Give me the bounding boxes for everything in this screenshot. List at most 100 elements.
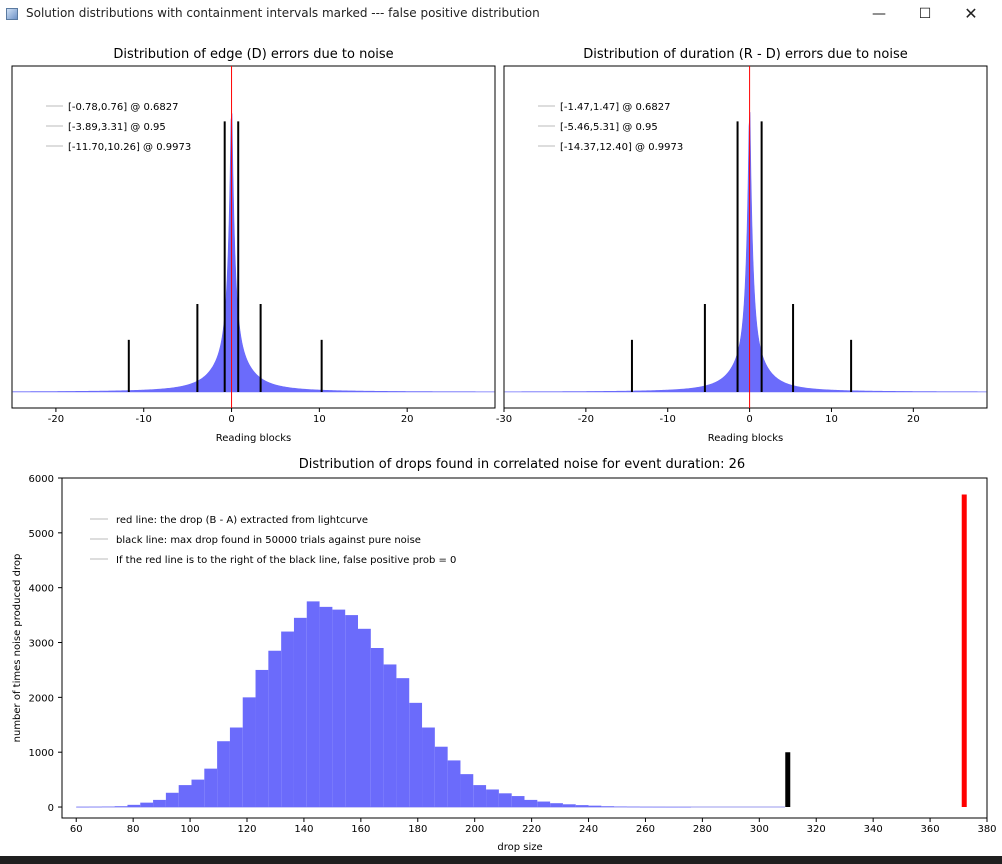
histogram-bar xyxy=(575,805,589,808)
legend-entry: [-5.46,5.31] @ 0.95 xyxy=(560,122,658,133)
legend-entry: [-11.70,10.26] @ 0.9973 xyxy=(68,142,191,153)
maximize-button[interactable]: ☐ xyxy=(918,6,932,22)
x-tick-label: 100 xyxy=(181,824,200,835)
plot-frame xyxy=(11,65,496,409)
legend-entry: [-14.37,12.40] @ 0.9973 xyxy=(560,142,683,153)
drop-histogram-chart: Distribution of drops found in correlate… xyxy=(12,457,997,853)
histogram-bar xyxy=(89,806,102,808)
x-tick-label: 80 xyxy=(127,824,140,835)
app-icon xyxy=(6,8,18,20)
histogram-bar xyxy=(191,779,205,808)
histogram-bar xyxy=(268,650,282,808)
x-axis-label: Reading blocks xyxy=(216,433,292,444)
minimize-button[interactable]: — xyxy=(872,6,886,22)
histogram-bar xyxy=(409,702,423,808)
x-tick-label: 260 xyxy=(636,824,655,835)
chart-title: Distribution of duration (R - D) errors … xyxy=(583,47,908,62)
histogram-bar xyxy=(652,806,666,808)
histogram-bar xyxy=(217,741,230,808)
histogram-bar xyxy=(678,806,691,808)
histogram-bar xyxy=(447,760,461,808)
y-tick-label: 6000 xyxy=(29,474,54,485)
histogram-bar xyxy=(178,785,192,808)
x-tick-label: -10 xyxy=(660,414,676,425)
x-axis-label: Reading blocks xyxy=(708,433,784,444)
x-tick-label: 360 xyxy=(921,824,940,835)
y-tick-label: 4000 xyxy=(29,584,54,595)
x-tick-label: 180 xyxy=(408,824,427,835)
legend-entry: [-3.89,3.31] @ 0.95 xyxy=(68,122,166,133)
x-tick-label: -20 xyxy=(578,414,594,425)
charts-canvas: Distribution of edge (D) errors due to n… xyxy=(11,47,997,853)
histogram-bar xyxy=(614,806,627,808)
histogram-bar xyxy=(383,664,397,808)
histogram-bar xyxy=(114,806,128,808)
histogram-bar xyxy=(358,628,371,808)
x-tick-label: -20 xyxy=(48,414,64,425)
legend-entry: red line: the drop (B - A) extracted fro… xyxy=(116,515,368,526)
histogram-bar xyxy=(524,799,538,808)
histogram-bar xyxy=(460,774,474,808)
distribution-area xyxy=(504,112,987,393)
x-tick-label: -30 xyxy=(496,414,512,425)
chart-title: Distribution of edge (D) errors due to n… xyxy=(113,47,393,62)
x-tick-label: 20 xyxy=(401,414,414,425)
x-tick-label: 320 xyxy=(807,824,826,835)
histogram-bar xyxy=(255,669,269,808)
y-tick-label: 1000 xyxy=(29,748,54,759)
distribution-area xyxy=(12,113,495,393)
histogram-bar xyxy=(76,806,90,808)
histogram-bar xyxy=(242,697,256,808)
histogram-bar xyxy=(639,806,653,808)
histogram-bar xyxy=(601,806,615,808)
histogram-bar xyxy=(550,803,563,808)
x-tick-label: 220 xyxy=(522,824,541,835)
x-tick-label: 10 xyxy=(313,414,326,425)
y-tick-label: 0 xyxy=(48,803,54,814)
x-axis-label: drop size xyxy=(497,842,542,853)
x-tick-label: 120 xyxy=(237,824,256,835)
histogram-bar xyxy=(486,789,499,808)
x-tick-label: 10 xyxy=(825,414,838,425)
x-tick-label: 340 xyxy=(864,824,883,835)
legend-entry: If the red line is to the right of the b… xyxy=(116,555,456,566)
x-tick-label: 200 xyxy=(465,824,484,835)
histogram-bar xyxy=(345,615,358,808)
window-titlebar: Solution distributions with containment … xyxy=(0,0,1002,30)
legend-entry: black line: max drop found in 50000 tria… xyxy=(116,535,421,546)
histogram-bar xyxy=(306,601,320,808)
histogram-bar xyxy=(165,792,179,808)
histogram-bar xyxy=(498,793,512,808)
histogram-bar xyxy=(434,746,448,808)
y-tick-label: 5000 xyxy=(29,529,54,540)
close-button[interactable]: ✕ xyxy=(964,4,978,23)
histogram-bar xyxy=(127,804,141,808)
x-tick-label: 280 xyxy=(693,824,712,835)
x-tick-label: -10 xyxy=(136,414,152,425)
histogram-bar xyxy=(473,785,487,808)
x-tick-label: 380 xyxy=(977,824,996,835)
histogram-bar xyxy=(396,678,410,808)
y-tick-label: 3000 xyxy=(29,639,54,650)
legend-entry: [-1.47,1.47] @ 0.6827 xyxy=(560,102,670,113)
y-axis-label: number of times noise produced drop xyxy=(12,554,23,743)
x-tick-label: 60 xyxy=(70,824,83,835)
x-tick-label: 20 xyxy=(907,414,920,425)
x-tick-label: 160 xyxy=(351,824,370,835)
histogram-bar xyxy=(665,806,679,808)
histogram-bar xyxy=(537,801,551,808)
window-title: Solution distributions with containment … xyxy=(26,6,540,20)
histogram-bar xyxy=(293,617,307,808)
x-tick-label: 140 xyxy=(294,824,313,835)
x-tick-label: 0 xyxy=(746,414,752,425)
histogram-bar xyxy=(153,799,166,808)
histogram-bar xyxy=(319,606,333,808)
histogram-bar xyxy=(332,609,346,808)
histogram-bar xyxy=(101,806,115,808)
bottom-strip xyxy=(0,856,1002,864)
x-tick-label: 240 xyxy=(579,824,598,835)
histogram-bar xyxy=(204,768,218,808)
histogram-bar xyxy=(511,796,525,808)
histogram-bar xyxy=(588,805,602,808)
chart-title: Distribution of drops found in correlate… xyxy=(299,457,745,472)
